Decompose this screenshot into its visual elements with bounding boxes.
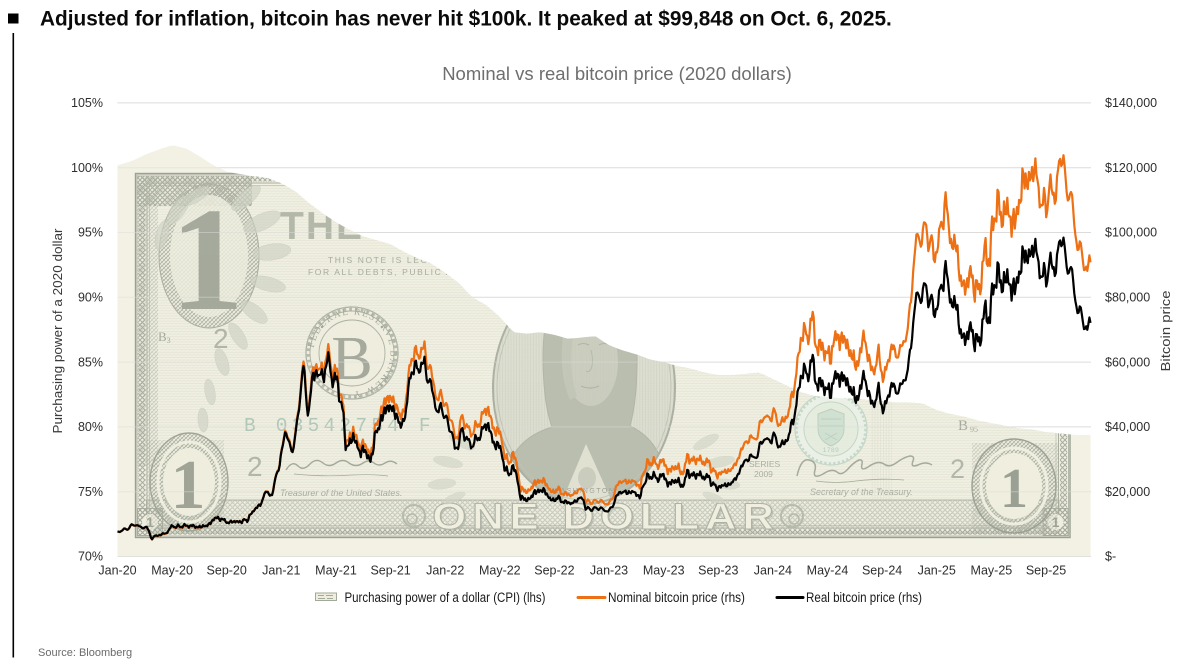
svg-text:Sep-24: Sep-24 bbox=[862, 564, 902, 578]
svg-text:Jan-21: Jan-21 bbox=[262, 564, 300, 578]
svg-text:2: 2 bbox=[213, 323, 229, 354]
svg-text:$140,000: $140,000 bbox=[1105, 96, 1157, 110]
svg-text:95%: 95% bbox=[78, 226, 103, 240]
svg-text:May-21: May-21 bbox=[315, 564, 357, 578]
svg-text:Jan-24: Jan-24 bbox=[754, 564, 792, 578]
svg-text:May-22: May-22 bbox=[479, 564, 521, 578]
svg-text:$120,000: $120,000 bbox=[1105, 161, 1157, 175]
svg-text:Jan-25: Jan-25 bbox=[918, 564, 956, 578]
svg-text:Sep-20: Sep-20 bbox=[207, 564, 247, 578]
svg-text:2: 2 bbox=[950, 454, 965, 484]
svg-text:Nominal bitcoin price (rhs): Nominal bitcoin price (rhs) bbox=[608, 590, 745, 605]
svg-text:ONE DOLLAR: ONE DOLLAR bbox=[432, 495, 780, 537]
svg-text:Jan-23: Jan-23 bbox=[590, 564, 628, 578]
svg-text:Sep-21: Sep-21 bbox=[370, 564, 410, 578]
svg-text:Sep-25: Sep-25 bbox=[1026, 564, 1066, 578]
svg-text:May-25: May-25 bbox=[971, 564, 1013, 578]
svg-text:May-20: May-20 bbox=[151, 564, 193, 578]
svg-text:FOR ALL DEBTS, PUBLIC AND .: FOR ALL DEBTS, PUBLIC AND . bbox=[308, 267, 477, 277]
svg-text:100%: 100% bbox=[71, 161, 103, 175]
svg-text:75%: 75% bbox=[78, 485, 103, 499]
svg-text:$60,000: $60,000 bbox=[1105, 355, 1150, 369]
svg-text:90%: 90% bbox=[78, 291, 103, 305]
svg-text:Nominal vs real bitcoin price: Nominal vs real bitcoin price (2020 doll… bbox=[442, 63, 792, 84]
svg-text:Purchasing power of a 2020 dol: Purchasing power of a 2020 dollar bbox=[50, 228, 65, 434]
svg-text:Treasurer of the United States: Treasurer of the United States. bbox=[280, 488, 402, 498]
svg-text:$20,000: $20,000 bbox=[1105, 485, 1150, 499]
svg-text:Adjusted for inflation, bitcoi: Adjusted for inflation, bitcoin has neve… bbox=[40, 8, 892, 31]
svg-text:$80,000: $80,000 bbox=[1105, 291, 1150, 305]
svg-text:$-: $- bbox=[1105, 550, 1116, 564]
svg-text:1789: 1789 bbox=[823, 447, 839, 454]
svg-text:$100,000: $100,000 bbox=[1105, 226, 1157, 240]
svg-text:70%: 70% bbox=[78, 550, 103, 564]
svg-text:Source: Bloomberg: Source: Bloomberg bbox=[38, 647, 132, 659]
svg-text:SERIES: SERIES bbox=[749, 459, 781, 469]
svg-text:$40,000: $40,000 bbox=[1105, 420, 1150, 434]
svg-text:May-24: May-24 bbox=[807, 564, 849, 578]
svg-text:May-23: May-23 bbox=[643, 564, 685, 578]
svg-text:1: 1 bbox=[1000, 458, 1028, 520]
svg-text:Sep-22: Sep-22 bbox=[534, 564, 574, 578]
svg-text:2: 2 bbox=[247, 451, 263, 482]
svg-text:2009: 2009 bbox=[754, 469, 773, 479]
svg-text:Jan-20: Jan-20 bbox=[98, 564, 136, 578]
svg-text:B 03542754 F: B 03542754 F bbox=[244, 415, 435, 437]
svg-text:THIS NOTE IS LEGAL: THIS NOTE IS LEGAL bbox=[328, 255, 442, 265]
svg-text:1: 1 bbox=[171, 447, 206, 524]
svg-text:Purchasing power of a dollar (: Purchasing power of a dollar (CPI) (lhs) bbox=[345, 590, 546, 605]
svg-text:Real bitcoin price (rhs): Real bitcoin price (rhs) bbox=[806, 590, 922, 605]
svg-text:85%: 85% bbox=[78, 355, 103, 369]
svg-text:80%: 80% bbox=[78, 420, 103, 434]
svg-text:Bitcoin price: Bitcoin price bbox=[1158, 291, 1173, 372]
svg-text:Sep-23: Sep-23 bbox=[698, 564, 738, 578]
svg-text:Jan-22: Jan-22 bbox=[426, 564, 464, 578]
svg-text:105%: 105% bbox=[71, 96, 103, 110]
